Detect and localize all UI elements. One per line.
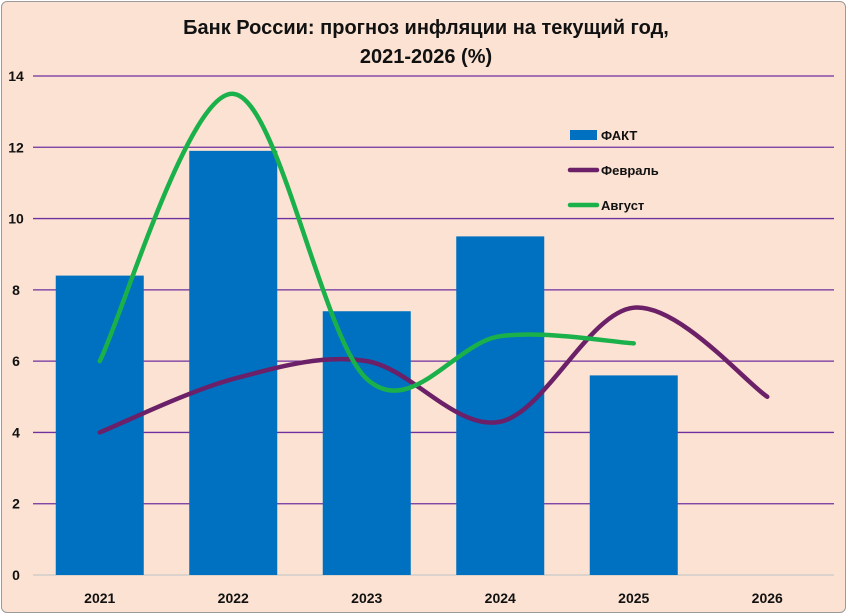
legend-label: Август: [601, 198, 644, 213]
bar-2023: [322, 311, 411, 575]
x-tick-label: 2026: [752, 590, 783, 606]
y-tick-label: 14: [8, 68, 24, 84]
bar-2021: [55, 275, 144, 575]
y-tick-label: 2: [12, 496, 20, 512]
x-tick-label: 2023: [351, 590, 382, 606]
legend: ФАКТ Февраль Август: [567, 128, 659, 213]
x-axis-ticks: 2021 2022 2023 2024 2025 2026: [84, 590, 783, 606]
line-Февраль: [97, 305, 770, 435]
y-tick-label: 10: [8, 211, 24, 227]
legend-swatch: [570, 130, 597, 140]
bar-2025: [589, 375, 678, 575]
y-tick-label: 6: [12, 353, 20, 369]
grid-lines: [33, 75, 834, 576]
y-axis-ticks: 0 2 4 6 8 10 12 14: [8, 68, 24, 583]
legend-label: Февраль: [601, 163, 659, 178]
chart-subtitle: 2021-2026 (%): [360, 46, 492, 68]
y-tick-label: 4: [12, 424, 20, 440]
x-tick-label: 2024: [485, 590, 516, 606]
x-tick-label: 2021: [84, 590, 115, 606]
legend-label: ФАКТ: [601, 128, 637, 143]
line-series: [97, 91, 770, 435]
y-tick-label: 8: [12, 282, 20, 298]
x-tick-label: 2022: [218, 590, 249, 606]
y-tick-label: 12: [8, 139, 24, 155]
line-Август: [97, 91, 636, 393]
y-tick-label: 0: [12, 567, 20, 583]
bar-series: [55, 150, 678, 575]
x-tick-label: 2025: [618, 590, 649, 606]
bar-2022: [189, 150, 278, 575]
chart-title: Банк России: прогноз инфляции на текущий…: [183, 17, 669, 39]
